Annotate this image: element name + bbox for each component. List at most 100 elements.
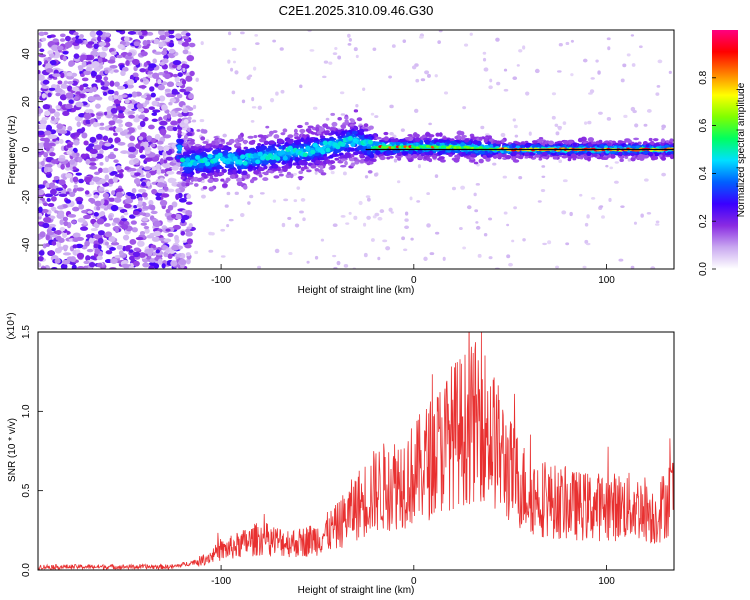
spectrogram-cell <box>72 176 79 183</box>
spectrogram-cell <box>293 133 299 137</box>
spectrogram-cell <box>273 134 280 139</box>
spectrogram-cell <box>661 172 667 177</box>
spectrogram-cell <box>79 84 84 91</box>
spectrogram-cell <box>630 156 636 162</box>
spectrogram-cell <box>182 107 189 114</box>
spectrogram-cell <box>52 138 57 142</box>
spectrogram-cell <box>107 137 113 144</box>
spectrogram-cell <box>104 174 110 181</box>
spectrogram-cell <box>143 62 148 67</box>
spectrogram-cell <box>115 30 123 33</box>
spectrogram-cell <box>279 47 284 51</box>
spectrogram-cell <box>397 157 402 161</box>
spectrogram-cell <box>303 139 308 144</box>
spectrogram-cell <box>666 151 672 155</box>
spectrogram-cell <box>292 162 298 166</box>
spectrogram-cell <box>428 151 434 156</box>
spectrogram-cell <box>65 199 71 204</box>
spectrogram-cell <box>294 223 300 228</box>
spectrogram-cell <box>104 231 113 238</box>
spectrogram-cell <box>89 181 95 185</box>
spectrogram-cell <box>108 127 115 131</box>
spectrogram-cell <box>597 70 601 75</box>
spectrogram-cell <box>312 142 318 148</box>
spectrogram-cell <box>94 248 101 255</box>
colorbar-ticks: 0.00.20.40.60.8 <box>698 70 716 276</box>
spectrogram-cell <box>68 61 74 67</box>
spectrogram-cell <box>83 140 89 146</box>
spectrogram-cell <box>317 127 325 133</box>
spectrogram-cell <box>205 161 211 167</box>
spectrogram-cell <box>62 244 69 250</box>
spectrogram-cell <box>124 55 133 60</box>
spectrogram-cell <box>360 155 366 159</box>
spectrogram-cell <box>638 45 643 49</box>
spectrogram-cell <box>161 50 168 56</box>
spectrogram-cell <box>130 195 137 200</box>
spectrogram-cell <box>50 116 55 121</box>
spectrogram-cell <box>428 122 432 126</box>
spectrogram-cell <box>174 213 182 220</box>
spectrogram-cell <box>620 78 625 83</box>
spectrogram-cell <box>215 164 223 170</box>
spectrogram-cell <box>332 254 337 258</box>
spectrogram-cell <box>150 92 156 98</box>
spectrogram-cell <box>78 203 85 210</box>
spectrogram-cell <box>171 91 180 95</box>
spectrogram-cell <box>335 148 342 153</box>
spectrogram-cell <box>131 187 137 194</box>
spectrogram-cell <box>332 223 338 228</box>
spectrogram-cell <box>570 153 577 158</box>
spectrogram-cell <box>434 231 440 235</box>
spectrogram-cell <box>541 165 546 168</box>
spectrogram-cell <box>329 127 336 132</box>
spectrogram-cell <box>99 178 107 184</box>
spectrogram-cell <box>96 255 103 261</box>
spectrogram-cell <box>203 174 208 179</box>
spectrogram-cell <box>236 181 243 187</box>
spectrogram-cell <box>57 157 66 162</box>
spectrogram-cell <box>522 238 526 242</box>
spectrogram-cell <box>73 96 80 100</box>
spectrogram-cell <box>63 80 69 85</box>
spectrogram-cell <box>83 265 88 269</box>
spectrogram-cell <box>194 250 199 255</box>
spectrogram-cell <box>46 198 51 202</box>
spectrogram-cell <box>168 48 176 54</box>
spectrogram-cell <box>72 166 77 171</box>
spectrogram-cell <box>248 140 256 145</box>
spectrogram-cell <box>93 43 99 50</box>
spectrogram-cell <box>166 81 175 88</box>
spectrogram-cell <box>116 85 126 90</box>
spectrogram-cell <box>46 34 53 39</box>
spectrogram-cell <box>200 41 204 46</box>
spectrogram-cell <box>181 35 190 40</box>
spectrogram-cell <box>161 104 168 111</box>
spectrogram-cell <box>163 54 169 60</box>
spectrogram-cell <box>473 161 479 165</box>
x-tick-label: 100 <box>598 576 615 587</box>
spectrogram-cell <box>643 123 648 127</box>
spectrogram-cell <box>73 31 79 36</box>
spectrogram-cell <box>463 138 470 143</box>
spectrogram-cell <box>174 107 183 112</box>
spectrogram-cell <box>59 38 66 42</box>
spectrogram-cell <box>286 171 292 176</box>
spectrogram-cell <box>253 170 260 175</box>
spectrogram-cell <box>562 121 567 125</box>
spectrogram-cell <box>355 54 359 59</box>
spectrogram-cell <box>257 105 262 110</box>
spectrogram-cell <box>353 215 358 220</box>
spectrogram-cell <box>424 132 431 137</box>
spectrogram-cell <box>323 60 329 64</box>
spectrogram-cell <box>646 211 652 215</box>
spectrogram-cell <box>512 151 517 157</box>
spectrogram-cell <box>293 128 298 134</box>
spectrogram-cell <box>642 150 649 155</box>
spectrogram-cell <box>240 154 246 160</box>
spectrogram-cell <box>55 187 64 192</box>
spectrogram-cell <box>159 158 164 165</box>
spectrogram-cell <box>165 248 170 254</box>
spectrogram-cell <box>100 81 105 86</box>
spectrogram-cell <box>38 41 42 49</box>
